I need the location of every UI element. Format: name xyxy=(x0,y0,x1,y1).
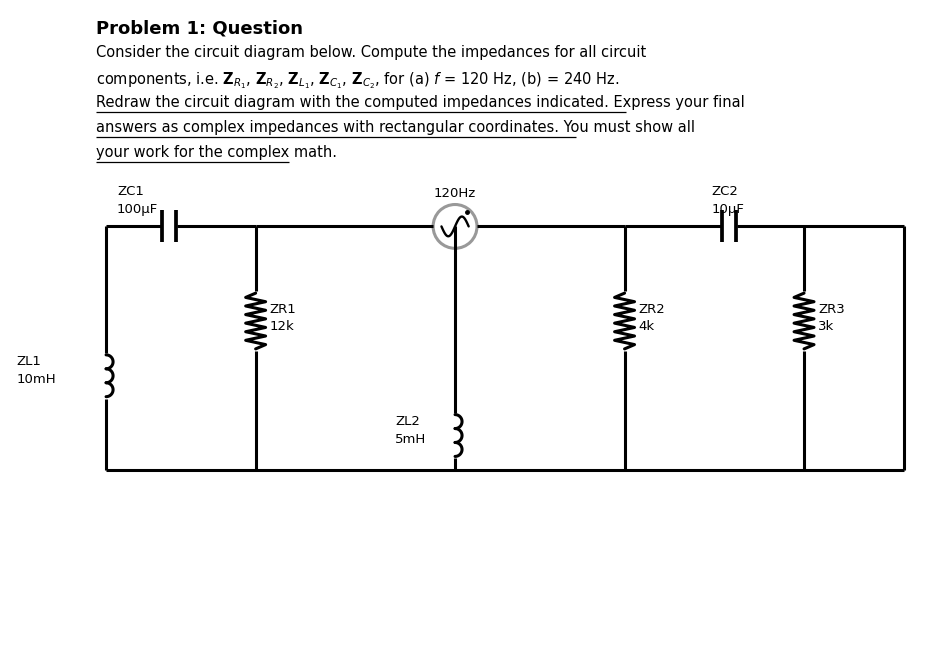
Text: ZC2: ZC2 xyxy=(712,185,738,198)
Text: 120Hz: 120Hz xyxy=(434,187,476,200)
Text: answers as complex impedances with rectangular coordinates. You must show all: answers as complex impedances with recta… xyxy=(96,120,695,135)
Text: 10mH: 10mH xyxy=(16,373,56,386)
Text: ZL1: ZL1 xyxy=(16,355,41,368)
Text: 12k: 12k xyxy=(270,320,294,333)
Text: ZR1: ZR1 xyxy=(270,302,296,315)
Text: 3k: 3k xyxy=(818,320,834,333)
Text: 10μF: 10μF xyxy=(712,203,744,216)
Text: Problem 1: Question: Problem 1: Question xyxy=(96,19,303,37)
Text: ZR3: ZR3 xyxy=(818,302,845,315)
Text: ZC1: ZC1 xyxy=(117,185,144,198)
Text: 100μF: 100μF xyxy=(117,203,158,216)
Text: 5mH: 5mH xyxy=(395,433,426,446)
Text: ZL2: ZL2 xyxy=(395,415,420,428)
Text: Redraw the circuit diagram with the computed impedances indicated. Express your : Redraw the circuit diagram with the comp… xyxy=(96,95,745,110)
Text: components, i.e. $\mathbf{Z}_{R_1}$, $\mathbf{Z}_{R_2}$, $\mathbf{Z}_{L_1}$, $\m: components, i.e. $\mathbf{Z}_{R_1}$, $\m… xyxy=(96,70,620,90)
Text: Consider the circuit diagram below. Compute the impedances for all circuit: Consider the circuit diagram below. Comp… xyxy=(96,45,646,60)
Text: ZR2: ZR2 xyxy=(639,302,665,315)
Text: your work for the complex math.: your work for the complex math. xyxy=(96,145,337,160)
Text: 4k: 4k xyxy=(639,320,655,333)
